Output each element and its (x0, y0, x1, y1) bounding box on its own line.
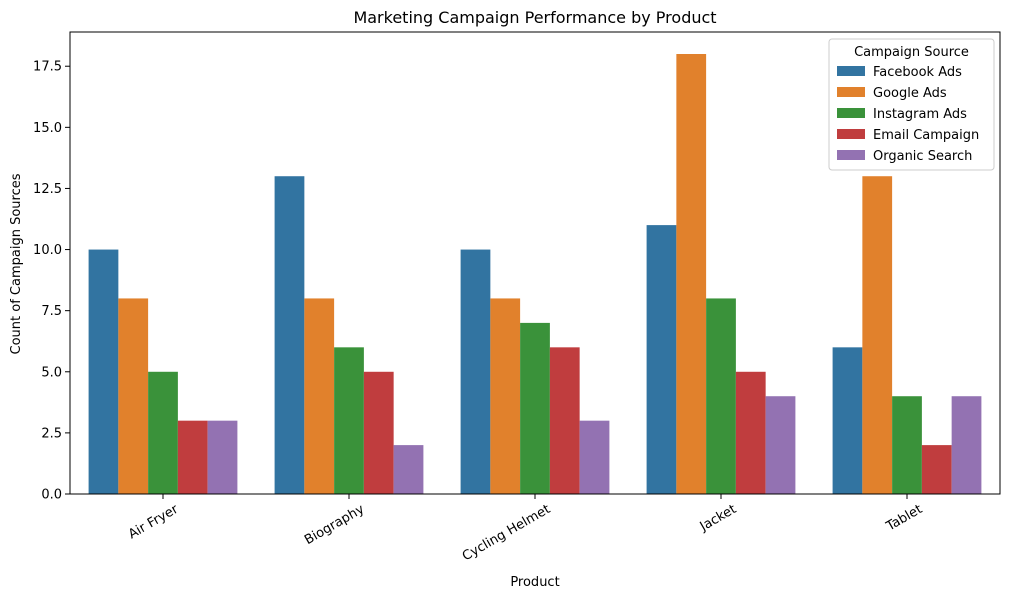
bar-facebook-ads-tablet (832, 347, 863, 494)
legend-swatch (837, 150, 865, 160)
x-tick-label: Cycling Helmet (460, 502, 553, 564)
bar-facebook-ads-jacket (646, 225, 677, 495)
bar-organic-search-tablet (951, 396, 982, 494)
legend-box (828, 38, 995, 171)
y-tick-label: 15.0 (33, 121, 62, 136)
y-tick-label: 17.5 (33, 60, 62, 75)
x-axis-label: Product (510, 575, 559, 590)
y-tick-label: 10.0 (33, 243, 62, 258)
bar-google-ads-air-fryer (118, 298, 149, 494)
bar-facebook-ads-biography (274, 176, 305, 494)
bar-email-campaign-tablet (921, 445, 952, 494)
x-tick-label: Jacket (697, 502, 739, 535)
bar-organic-search-biography (393, 445, 424, 494)
bar-email-campaign-jacket (735, 371, 766, 494)
bar-google-ads-biography (304, 298, 335, 494)
x-tick-label: Biography (302, 502, 367, 548)
y-tick-label: 5.0 (41, 365, 62, 380)
legend-swatch (837, 108, 865, 118)
y-tick-label: 2.5 (41, 426, 62, 441)
bar-instagram-ads-biography (334, 347, 364, 494)
legend-entry-label: Organic Search (873, 149, 972, 164)
legend-entry-label: Email Campaign (873, 128, 979, 143)
legend-entry-label: Facebook Ads (873, 65, 962, 80)
y-tick-label: 7.5 (41, 304, 62, 319)
legend: Campaign Source Facebook Ads Google Ads Ins… (828, 38, 995, 171)
bar-google-ads-tablet (862, 176, 893, 494)
y-axis-label: Count of Campaign Sources (9, 173, 24, 354)
bar-organic-search-jacket (765, 396, 796, 494)
bar-email-campaign-air-fryer (177, 420, 208, 494)
bar-email-campaign-biography (363, 371, 394, 494)
plot-area: 0.0 2.5 5.0 7.5 10.0 12.5 15.0 17.5 Air Fryer Bio… (33, 31, 1001, 564)
legend-swatch (837, 87, 865, 97)
y-tick-label: 12.5 (33, 182, 62, 197)
x-tick-label: Tablet (883, 502, 925, 535)
bar-google-ads-cycling-helmet (490, 298, 521, 494)
bar-google-ads-jacket (676, 54, 707, 494)
y-tick-label: 0.0 (41, 488, 62, 503)
bar-organic-search-cycling-helmet (579, 420, 610, 494)
bar-facebook-ads-cycling-helmet (460, 249, 491, 494)
legend-title: Campaign Source (854, 45, 969, 60)
bar-email-campaign-cycling-helmet (549, 347, 580, 494)
legend-swatch (837, 129, 865, 139)
bar-instagram-ads-jacket (706, 298, 736, 494)
bar-facebook-ads-air-fryer (88, 249, 119, 494)
legend-entry-label: Instagram Ads (873, 107, 967, 122)
bar-instagram-ads-cycling-helmet (520, 322, 550, 494)
legend-entry-label: Google Ads (873, 86, 947, 101)
chart-title: Marketing Campaign Performance by Produc… (353, 8, 716, 27)
x-tick-label: Air Fryer (126, 502, 182, 543)
bar-instagram-ads-air-fryer (148, 371, 178, 494)
bar-organic-search-air-fryer (207, 420, 238, 494)
legend-swatch (837, 66, 865, 76)
bar-instagram-ads-tablet (892, 396, 922, 494)
